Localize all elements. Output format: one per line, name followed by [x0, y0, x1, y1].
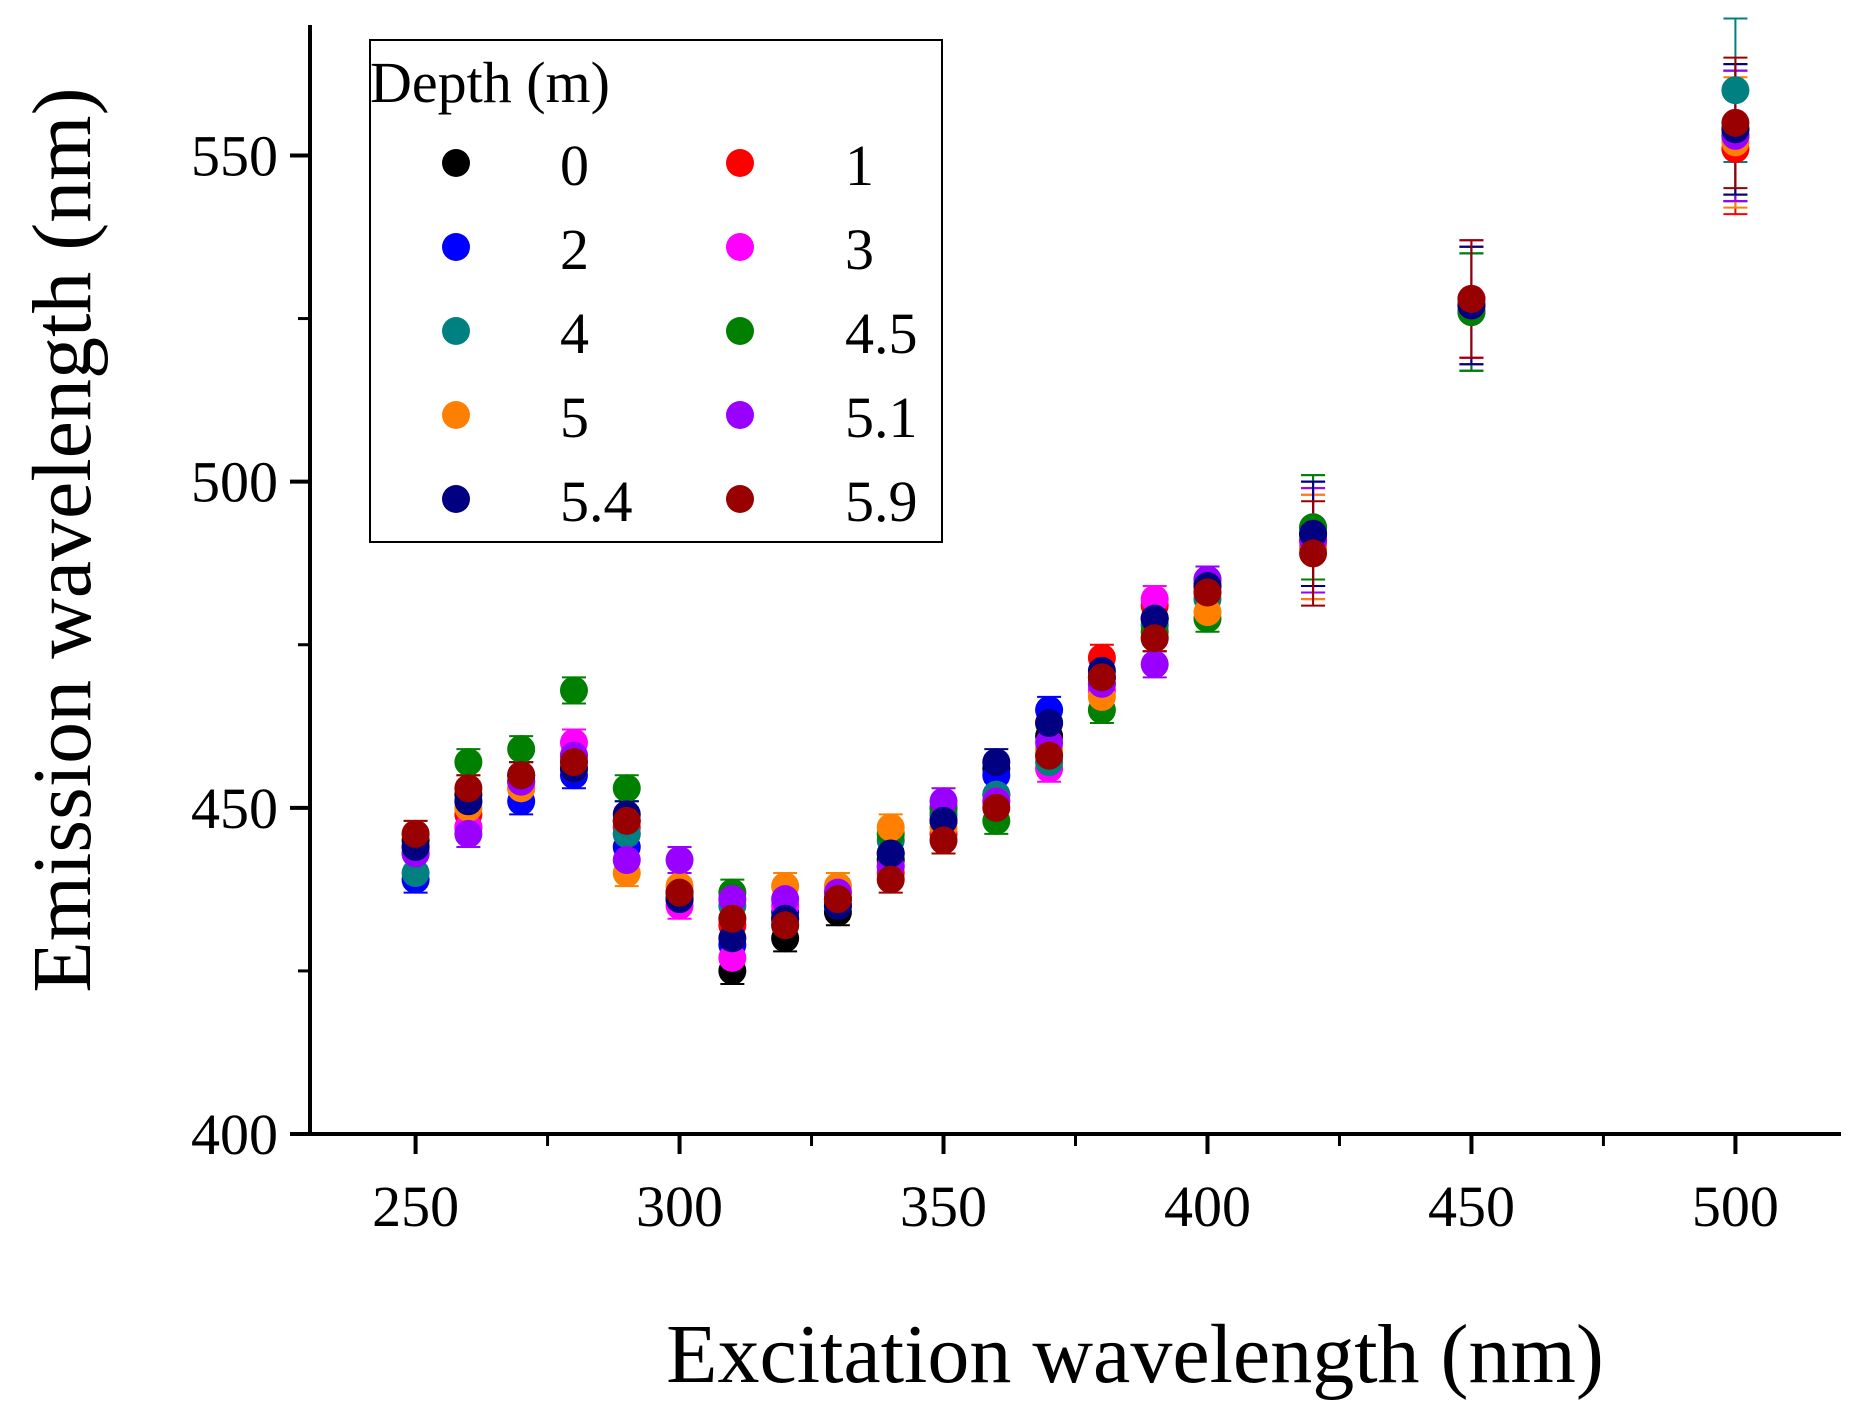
data-point: [718, 885, 747, 914]
legend-marker: [726, 485, 754, 513]
data-point: [771, 911, 800, 940]
legend-label: 5: [560, 385, 589, 450]
legend-marker: [726, 317, 754, 345]
data-point: [1087, 663, 1116, 692]
legend-label: 4: [560, 301, 589, 366]
legend-title: Depth (m): [370, 50, 610, 115]
legend-marker: [726, 233, 754, 261]
x-tick-label: 500: [1692, 1174, 1779, 1239]
data-point: [401, 859, 430, 888]
x-axis-title: Excitation wavelength (nm): [666, 1308, 1604, 1401]
legend-marker: [442, 485, 470, 513]
data-point: [1140, 604, 1169, 633]
data-point: [612, 774, 641, 803]
data-point: [1140, 650, 1169, 679]
x-tick-label: 350: [900, 1174, 987, 1239]
x-tick-label: 450: [1428, 1174, 1515, 1239]
data-point: [982, 793, 1011, 822]
data-point: [612, 846, 641, 875]
data-point: [1140, 585, 1169, 614]
x-tick-label: 400: [1164, 1174, 1251, 1239]
data-point: [718, 943, 747, 972]
data-point: [1721, 76, 1750, 105]
legend-label: 4.5: [845, 301, 918, 366]
data-point: [718, 904, 747, 933]
data-point: [1035, 709, 1064, 738]
x-tick-label: 250: [372, 1174, 459, 1239]
data-point: [1299, 539, 1328, 568]
data-point: [718, 924, 747, 953]
legend-marker: [726, 401, 754, 429]
legend-marker: [442, 149, 470, 177]
y-tick-label: 400: [191, 1102, 278, 1167]
data-point: [771, 885, 800, 914]
data-point: [1193, 598, 1222, 627]
legend-label: 2: [560, 217, 589, 282]
legend-label: 0: [560, 133, 589, 198]
data-point: [1193, 578, 1222, 607]
data-point: [401, 819, 430, 848]
legend-marker: [442, 317, 470, 345]
data-point: [665, 878, 694, 907]
x-tick-label: 300: [636, 1174, 723, 1239]
data-point: [559, 676, 588, 705]
legend-items: 0 1 2 3 4 4.5 5 5.1 5.4 5.9: [442, 133, 918, 534]
data-point: [1035, 741, 1064, 770]
legend-label: 1: [845, 133, 874, 198]
legend: Depth (m) 0 1 2 3 4 4.5 5 5.1 5.4 5.9: [369, 39, 943, 543]
y-tick-label: 450: [191, 776, 278, 841]
data-point: [612, 806, 641, 835]
data-point: [982, 748, 1011, 777]
legend-marker: [442, 401, 470, 429]
y-axis-title: Emission wavelength (nm): [16, 87, 109, 992]
legend-label: 3: [845, 217, 874, 282]
legend-box: [369, 39, 943, 543]
y-tick-label: 550: [191, 123, 278, 188]
data-point: [1140, 624, 1169, 653]
legend-marker: [726, 149, 754, 177]
data-point: [665, 846, 694, 875]
data-point: [876, 839, 905, 868]
data-point: [929, 787, 958, 816]
data-point: [507, 761, 536, 790]
data-point: [929, 826, 958, 855]
data-point: [1721, 108, 1750, 137]
data-point: [823, 885, 852, 914]
data-point: [454, 819, 483, 848]
data-point: [1299, 519, 1328, 548]
legend-label: 5.9: [845, 469, 918, 534]
data-point: [559, 748, 588, 777]
data-point: [929, 806, 958, 835]
data-point: [1457, 284, 1486, 313]
data-point: [876, 865, 905, 894]
data-point: [454, 748, 483, 777]
y-tick-label: 500: [191, 450, 278, 515]
data-point: [507, 735, 536, 764]
data-points: [401, 76, 1750, 985]
data-point: [876, 813, 905, 842]
legend-marker: [442, 233, 470, 261]
legend-label: 5.4: [560, 469, 633, 534]
data-point: [454, 774, 483, 803]
legend-label: 5.1: [845, 385, 918, 450]
